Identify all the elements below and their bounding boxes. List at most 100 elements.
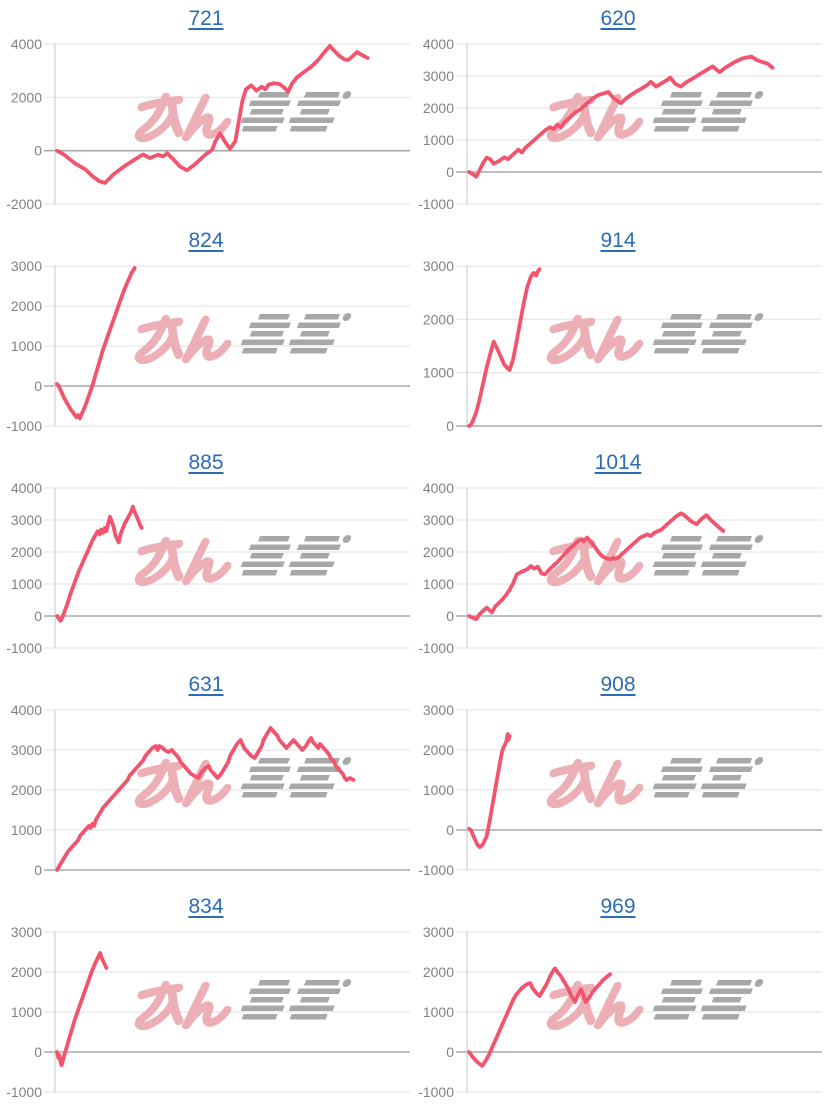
y-tick-label: 1000	[423, 576, 454, 592]
slump-chart-card: 1014 4000 3000 2000 1000 0 -1000	[412, 444, 824, 666]
slump-line	[467, 732, 512, 850]
watermark-min-icon	[134, 758, 232, 809]
chart-svg-holder: 3000 2000 1000 0	[412, 256, 824, 444]
slump-chart-card: 834 3000 2000 1000 0 -1000	[0, 888, 412, 1110]
slump-chart: 3000 2000 1000 0 -1000	[418, 702, 822, 878]
y-tick-label: 1000	[423, 132, 454, 148]
y-tick-label: 4000	[11, 36, 42, 52]
watermark-repo-icon	[652, 91, 764, 132]
watermark-repo-icon	[240, 91, 352, 132]
watermark-repo-icon	[240, 979, 352, 1020]
y-tick-label: -1000	[418, 1084, 454, 1100]
watermark-logo	[134, 91, 352, 143]
y-tick-label: -1000	[418, 862, 454, 878]
watermark-logo	[134, 979, 352, 1031]
watermark-logo	[546, 979, 764, 1031]
slump-line	[55, 43, 370, 185]
slump-chart: 4000 3000 2000 1000 0 -1000	[418, 36, 822, 212]
machine-number-link[interactable]: 914	[600, 229, 636, 252]
watermark-repo-icon	[652, 757, 764, 798]
watermark-logo	[546, 535, 764, 587]
y-tick-label: 1000	[423, 782, 454, 798]
watermark-min-icon	[134, 980, 232, 1031]
y-tick-label: 3000	[423, 512, 454, 528]
y-tick-label: 3000	[423, 68, 454, 84]
slump-chart: 4000 2000 0 -2000	[6, 36, 410, 212]
chart-svg-holder: 3000 2000 1000 0 -1000	[0, 922, 412, 1110]
machine-number-link[interactable]: 885	[188, 451, 224, 474]
machine-number-link[interactable]: 969	[600, 895, 636, 918]
y-tick-label: 2000	[423, 964, 454, 980]
y-tick-label: -1000	[6, 640, 42, 656]
y-tick-label: 4000	[423, 480, 454, 496]
y-tick-label: 0	[34, 862, 42, 878]
y-tick-label: 1000	[423, 1004, 454, 1020]
y-tick-label: 2000	[11, 298, 42, 314]
watermark-min-icon	[134, 314, 232, 365]
slump-chart: 4000 3000 2000 1000 0 -1000	[6, 480, 410, 656]
machine-number-link[interactable]: 908	[600, 673, 636, 696]
chart-svg-holder: 4000 2000 0 -2000	[0, 34, 412, 222]
y-tick-label: 0	[446, 164, 454, 180]
chart-title-row: 908	[412, 666, 824, 700]
chart-title-row: 631	[0, 666, 412, 700]
slump-line	[467, 511, 726, 622]
watermark-repo-icon	[652, 979, 764, 1020]
watermark-repo-icon	[240, 313, 352, 354]
y-tick-label: 2000	[11, 544, 42, 560]
y-tick-label: 0	[34, 143, 42, 159]
y-tick-label: 4000	[11, 480, 42, 496]
chart-svg-holder: 4000 3000 2000 1000 0 -1000	[412, 478, 824, 666]
chart-svg-holder: 4000 3000 2000 1000 0	[0, 700, 412, 888]
watermark-logo	[134, 313, 352, 365]
chart-svg-holder: 3000 2000 1000 0 -1000	[0, 256, 412, 444]
y-tick-label: 3000	[11, 512, 42, 528]
chart-title-row: 885	[0, 444, 412, 478]
y-tick-label: 2000	[11, 89, 42, 105]
machine-number-link[interactable]: 631	[188, 673, 224, 696]
y-tick-label: 1000	[11, 1004, 42, 1020]
y-tick-label: 1000	[11, 338, 42, 354]
y-tick-label: 3000	[11, 258, 42, 274]
slump-chart-card: 885 4000 3000 2000 1000 0 -1000	[0, 444, 412, 666]
slump-chart-card: 631 4000 3000 2000 1000 0	[0, 666, 412, 888]
machine-number-link[interactable]: 824	[188, 229, 224, 252]
y-tick-label: 1000	[11, 576, 42, 592]
slump-chart: 3000 2000 1000 0 -1000	[418, 924, 822, 1100]
slump-chart-card: 969 3000 2000 1000 0 -1000	[412, 888, 824, 1110]
y-tick-label: 3000	[11, 924, 42, 940]
slump-line	[55, 266, 137, 421]
y-tick-label: 0	[446, 822, 454, 838]
machine-number-link[interactable]: 721	[188, 7, 224, 30]
chart-title-row: 620	[412, 0, 824, 34]
y-tick-label: -1000	[418, 640, 454, 656]
y-tick-label: -2000	[6, 196, 42, 212]
slump-chart-card: 824 3000 2000 1000 0 -1000	[0, 222, 412, 444]
chart-title-row: 969	[412, 888, 824, 922]
watermark-logo	[134, 757, 352, 809]
y-tick-label: 2000	[423, 544, 454, 560]
slump-line	[467, 966, 613, 1068]
chart-svg-holder: 3000 2000 1000 0 -1000	[412, 700, 824, 888]
y-tick-label: 3000	[423, 702, 454, 718]
y-tick-label: 2000	[11, 782, 42, 798]
y-tick-label: 2000	[423, 311, 454, 327]
machine-number-link[interactable]: 620	[600, 7, 636, 30]
slump-line	[55, 504, 144, 623]
chart-title-row: 824	[0, 222, 412, 256]
slump-chart: 3000 2000 1000 0 -1000	[6, 258, 410, 434]
chart-title-row: 914	[412, 222, 824, 256]
slump-chart-card: 620 4000 3000 2000 1000 0 -1000	[412, 0, 824, 222]
machine-number-link[interactable]: 834	[188, 895, 224, 918]
chart-svg-holder: 4000 3000 2000 1000 0 -1000	[412, 34, 824, 222]
slump-chart: 3000 2000 1000 0	[423, 258, 822, 434]
slump-line	[55, 951, 109, 1068]
machine-number-link[interactable]: 1014	[594, 451, 642, 474]
watermark-min-icon	[134, 92, 232, 143]
watermark-min-icon	[546, 314, 644, 365]
y-tick-label: -1000	[6, 1084, 42, 1100]
y-tick-label: 0	[34, 378, 42, 394]
y-tick-label: 2000	[11, 964, 42, 980]
watermark-repo-icon	[240, 535, 352, 576]
